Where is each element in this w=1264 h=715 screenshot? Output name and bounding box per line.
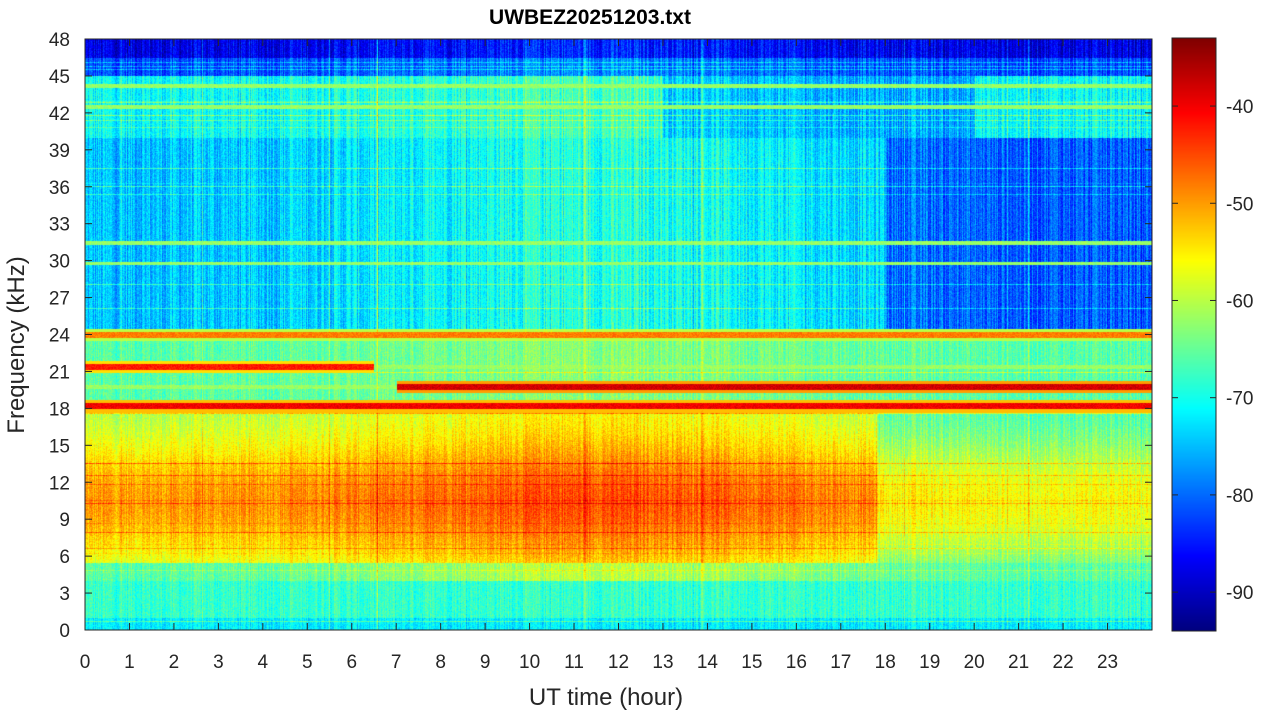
x-axis-ticks: 0 1 2 3 4 5 6 7 8 9 10 11 12 13 14 15 16 17 18 19 20 21 22 23: [80, 39, 1118, 673]
spectrogram-heatmap: [85, 39, 1152, 630]
x-tick-label: 17: [830, 652, 851, 673]
y-tick-label: 48: [49, 30, 70, 51]
chart-title: UWBEZ20251203.txt: [489, 6, 691, 29]
y-tick-label: 0: [59, 621, 70, 642]
colorbar-gradient: [1172, 38, 1216, 631]
x-tick-label: 22: [1053, 652, 1074, 673]
x-tick-label: 9: [480, 652, 491, 673]
x-tick-label: 4: [258, 652, 269, 673]
x-tick-label: 1: [124, 652, 135, 673]
x-tick-label: 11: [564, 652, 584, 673]
x-tick-label: 23: [1097, 652, 1118, 673]
x-tick-label: 10: [519, 652, 540, 673]
y-tick-label: 30: [49, 252, 70, 273]
x-tick-label: 3: [213, 652, 224, 673]
y-tick-label: 3: [59, 584, 70, 605]
x-tick-label: 20: [964, 652, 985, 673]
colorbar-tick-label: -70: [1226, 389, 1253, 410]
x-tick-label: 12: [608, 652, 629, 673]
y-tick-label: 15: [49, 436, 70, 457]
plot-frame: [84, 38, 1153, 631]
x-tick-label: 16: [786, 652, 807, 673]
x-tick-label: 13: [652, 652, 673, 673]
y-tick-label: 39: [49, 141, 70, 162]
y-tick-label: 21: [49, 362, 70, 383]
x-axis-label: UT time (hour): [529, 684, 683, 711]
x-tick-label: 21: [1008, 652, 1029, 673]
x-tick-label: 18: [875, 652, 896, 673]
colorbar-ticks: -90 -80 -70 -60 -50 -40: [1172, 97, 1253, 604]
colorbar-tick-label: -60: [1226, 291, 1253, 312]
y-tick-label: 36: [49, 178, 70, 199]
y-tick-label: 33: [49, 215, 70, 236]
y-tick-label: 45: [49, 67, 70, 88]
x-tick-label: 19: [919, 652, 940, 673]
x-tick-label: 0: [80, 652, 91, 673]
x-tick-label: 2: [169, 652, 180, 673]
colorbar-tick-label: -80: [1226, 486, 1253, 507]
y-tick-label: 42: [49, 104, 70, 125]
y-tick-label: 12: [49, 473, 70, 494]
colorbar-tick-label: -90: [1226, 583, 1253, 604]
colorbar-tick-label: -40: [1226, 97, 1253, 118]
y-tick-label: 27: [49, 289, 70, 310]
x-tick-label: 14: [697, 652, 719, 673]
x-tick-label: 8: [435, 652, 446, 673]
y-tick-label: 24: [49, 326, 71, 347]
x-tick-label: 7: [391, 652, 402, 673]
x-tick-label: 15: [741, 652, 762, 673]
colorbar-tick-label: -50: [1226, 194, 1253, 215]
y-tick-label: 18: [49, 399, 70, 420]
colorbar-frame: [1171, 37, 1217, 632]
y-axis-label: Frequency (kHz): [3, 256, 30, 433]
y-tick-label: 9: [59, 510, 70, 531]
y-tick-label: 6: [59, 547, 70, 568]
x-tick-label: 5: [302, 652, 313, 673]
x-tick-label: 6: [346, 652, 357, 673]
